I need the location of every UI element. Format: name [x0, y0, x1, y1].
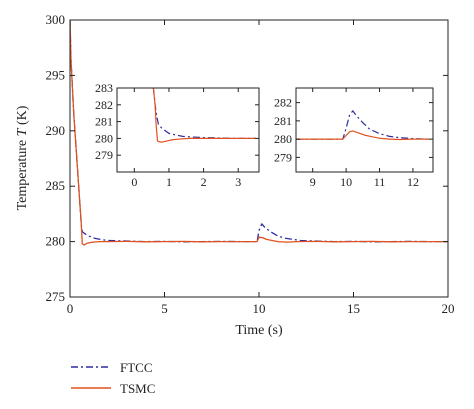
inset-left-frame [116, 87, 260, 173]
inset-right-frame [295, 87, 434, 173]
main-plot-xtick-label: 20 [442, 301, 455, 316]
inset-left-series-tsmc [152, 88, 256, 143]
legend: FTCC TSMC [71, 360, 155, 396]
main-plot-ytick-label: 280 [46, 234, 66, 249]
inset-left-xtick-label: 3 [235, 175, 241, 189]
inset-right-ytick-label: 279 [274, 150, 292, 164]
main-plot-ytick-label: 290 [46, 123, 66, 138]
main-plot-ytick-label: 295 [46, 67, 66, 82]
main-plot-ytick-label: 300 [46, 12, 66, 27]
inset-left-ytick-label: 281 [95, 115, 113, 129]
inset-right-background [296, 88, 433, 172]
inset-right-xtick-label: 11 [374, 175, 386, 189]
inset-right-series-ftcc [296, 110, 430, 140]
main-plot-ytick-label: 285 [46, 178, 66, 193]
inset-left-xtick-label: 1 [166, 175, 172, 189]
inset-left-xtick-label: 0 [131, 175, 137, 189]
inset-left-ytick-label: 279 [95, 148, 113, 162]
main-plot-xtick-label: 5 [161, 301, 168, 316]
inset-left-ytick-label: 283 [95, 81, 113, 95]
inset-left-plot: 0 1 2 3 279 280 281 282 283 [95, 81, 260, 189]
y-axis-label: Temperature T (K) [15, 105, 30, 210]
inset-left-ytick-label: 280 [95, 131, 113, 145]
main-plot-xtick-label: 15 [347, 301, 360, 316]
inset-left-background [117, 88, 259, 172]
main-plot-ytick-label: 275 [46, 289, 66, 304]
inset-right-xtick-label: 12 [407, 175, 419, 189]
inset-left-ytick-label: 282 [95, 98, 113, 112]
x-axis-label: Time (s) [235, 323, 283, 338]
main-plot-xtick-label: 10 [253, 301, 266, 316]
inset-right-plot: 9 10 11 12 279 280 281 282 [274, 87, 434, 189]
inset-left-xtick-label: 2 [201, 175, 207, 189]
inset-right-ytick-label: 280 [274, 132, 292, 146]
inset-right-series-tsmc [296, 130, 430, 141]
inset-right-xtick-label: 10 [340, 175, 352, 189]
main-plot-series-tsmc [70, 20, 448, 246]
legend-label-tsmc: TSMC [120, 381, 155, 396]
inset-right-xtick-label: 9 [310, 175, 316, 189]
inset-right-ytick-label: 282 [274, 96, 292, 110]
inset-right-ytick-label: 281 [274, 114, 292, 128]
legend-label-ftcc: FTCC [120, 360, 153, 375]
main-plot-xtick-label: 0 [67, 301, 74, 316]
